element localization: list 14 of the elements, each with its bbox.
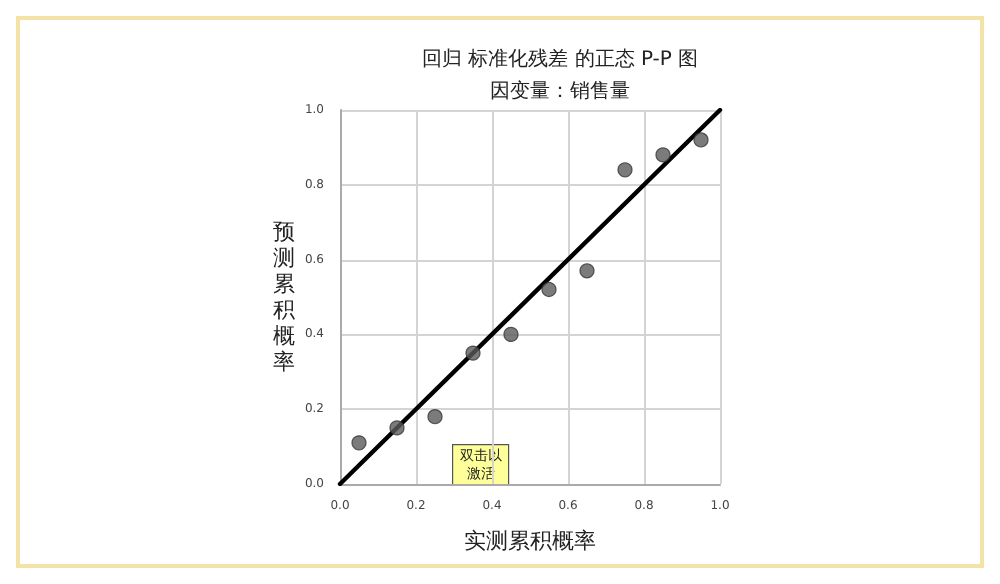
point [541, 281, 557, 298]
point [579, 263, 595, 279]
chart-title: 回归 标准化残差 的正态 P-P 图 [421, 47, 699, 71]
point [351, 435, 367, 451]
point [617, 162, 633, 178]
point [503, 326, 519, 342]
chart-subtitle: 因变量：销售量 [490, 79, 630, 103]
point [693, 132, 709, 148]
y-axis-title: 预测累积概率 [273, 219, 296, 375]
point [465, 345, 481, 361]
point [655, 147, 671, 163]
x-axis-title: 实测累积概率 [464, 528, 596, 554]
point [427, 409, 443, 425]
point [389, 420, 405, 436]
